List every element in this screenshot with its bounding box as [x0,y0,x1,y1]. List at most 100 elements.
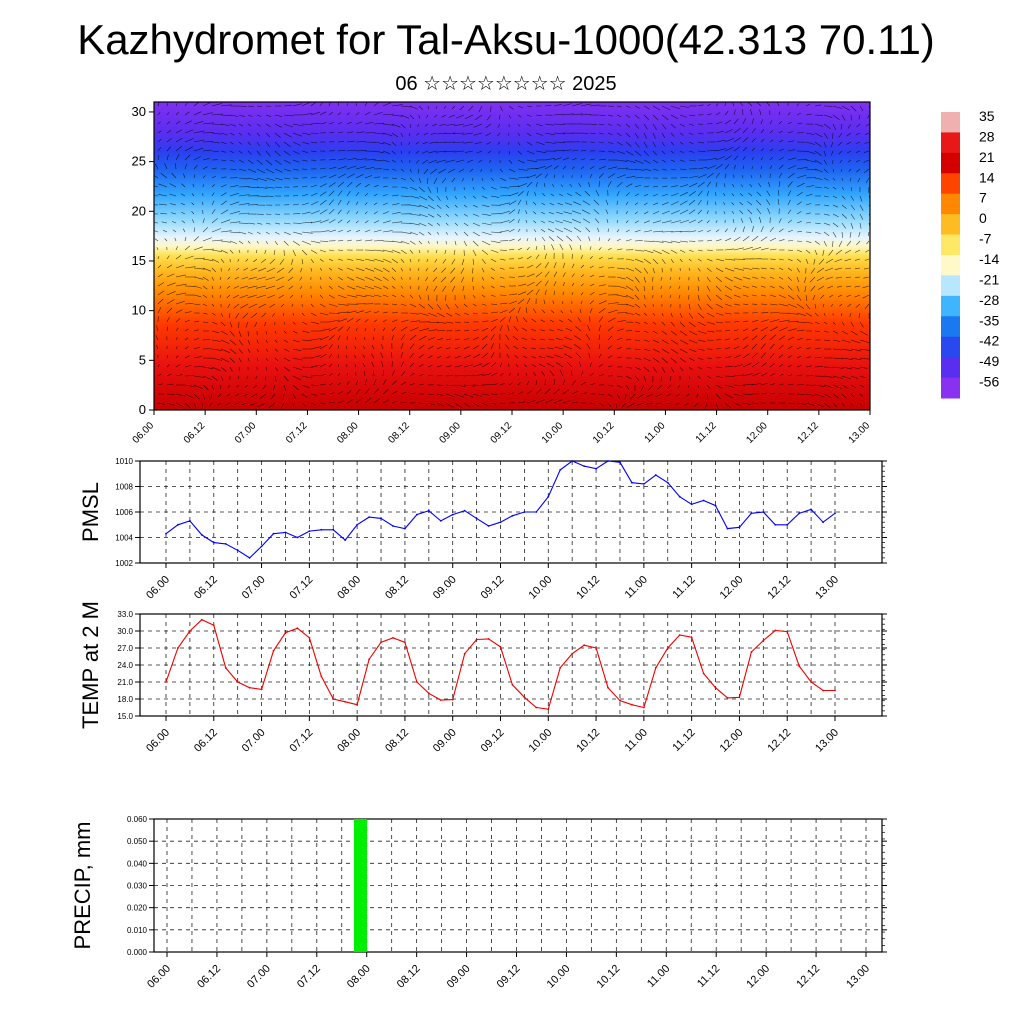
data-point [200,534,203,536]
data-point [189,520,191,522]
colorbar-label: 21 [979,149,995,165]
colorbar-label: 14 [979,169,995,185]
x-tick-label: 06.00 [144,727,172,755]
data-point [439,520,442,522]
data-point [296,627,299,630]
data-point [224,666,227,669]
x-tick-label: 08.12 [386,420,412,446]
wind-vectors [154,102,870,409]
y-tick-label: 20 [132,203,146,218]
colorbar-label: -49 [979,353,999,369]
data-point [726,697,729,699]
data-point [212,541,215,544]
data-point [690,636,693,639]
colorbar-swatch [941,295,960,317]
y-tick-label: 0.000 [127,948,148,957]
x-tick-label: 10.00 [526,727,554,755]
heatmap-fill [154,102,870,410]
wind-vector-strokes [154,102,870,409]
data-point [583,465,585,467]
data-point [738,696,741,699]
x-tick-label: 13.00 [847,420,873,446]
data-point [786,523,789,526]
colorbar-label: -56 [979,374,999,390]
x-tick-label: 08.00 [335,420,361,446]
x-tick-label: 07.12 [284,420,310,446]
data-point [200,618,203,621]
x-tick-label: 12.12 [794,963,822,991]
colorbar-swatch [941,132,960,154]
data-point [810,681,812,683]
data-point [678,495,681,498]
colorbar-label: 7 [979,190,987,206]
data-point [320,528,323,531]
data-point [380,641,382,644]
colorbar-swatch [941,234,960,256]
data-point [571,652,574,655]
colorbar-label: 35 [979,108,995,124]
data-point [177,523,179,526]
x-tick-label: 11.12 [694,420,719,445]
x-tick-label: 06.00 [145,963,173,991]
x-tick-label: 12.12 [796,420,822,446]
data-point [666,647,669,649]
data-point [212,624,215,627]
y-tick-label: 1002 [115,559,133,568]
data-point [308,636,311,639]
data-point [547,495,550,498]
x-tick-label: 13.00 [844,963,872,991]
data-point [714,686,717,689]
colorbar-swatch [941,255,960,276]
colorbar-swatch [941,214,960,236]
data-point [523,696,526,699]
data-point [236,681,239,683]
data-point [702,672,705,675]
data-point [631,481,633,484]
data-point [427,692,430,695]
data-point [643,483,645,485]
data-point [643,706,645,709]
data-point [511,514,514,517]
data-point [786,630,789,633]
data-point [296,536,299,539]
data-point [750,651,753,653]
x-tick-label: 09.12 [489,420,515,446]
colorbar-label: 0 [979,210,987,226]
colorbar-label: -35 [979,312,999,328]
y-tick-label: 5 [139,352,146,367]
data-point [762,511,765,513]
data-point [690,503,693,506]
x-tick-label: 11.00 [645,963,672,990]
data-point [260,545,263,548]
y-tick-label: 0.030 [127,882,148,891]
x-tick-label: 10.12 [574,574,602,602]
x-tick-label: 08.12 [395,963,423,991]
y-tick-label: 0.010 [127,926,148,935]
y-tick-label: 0.020 [127,904,148,913]
data-point [284,531,287,534]
data-point [189,630,191,632]
data-point [499,521,502,524]
data-point [416,681,418,683]
data-point [631,703,633,706]
data-point [404,641,406,644]
data-point [332,528,335,531]
data-point [320,675,323,678]
precip-panel: 0.000 0.010 0.020 0.030 0.040 0.050 0.060 06.00… [70,815,887,991]
y-axis-title: PMSL [78,482,103,542]
x-tick-label: 11.12 [695,963,722,990]
data-point [356,703,358,706]
y-tick-label: 27.0 [117,644,133,653]
x-tick-label: 07.12 [288,574,316,602]
data-point [726,527,729,530]
x-tick-label: 09.12 [479,727,507,755]
data-point [475,517,478,520]
colorbar-swatch [941,275,960,297]
colorbar-swatch [941,112,960,133]
data-point [332,698,335,700]
colorbar-label: -42 [979,333,999,349]
data-point [344,700,347,703]
colorbar-label: -7 [979,231,992,247]
data-point [272,532,275,535]
y-axis-title: TEMP at 2 M [78,601,103,729]
